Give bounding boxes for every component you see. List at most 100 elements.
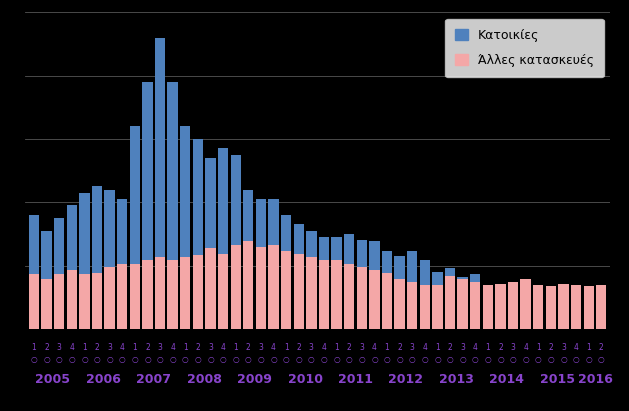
Text: 2016: 2016 bbox=[577, 373, 613, 386]
Text: ○: ○ bbox=[333, 355, 340, 364]
Text: ○: ○ bbox=[459, 355, 466, 364]
Bar bbox=[420, 285, 430, 329]
Text: 4: 4 bbox=[321, 343, 326, 352]
Text: ○: ○ bbox=[56, 355, 62, 364]
Text: ○: ○ bbox=[586, 355, 592, 364]
Text: 4: 4 bbox=[170, 343, 175, 352]
Text: 2: 2 bbox=[196, 343, 200, 352]
Text: ○: ○ bbox=[346, 355, 352, 364]
Bar bbox=[29, 215, 39, 329]
Bar bbox=[407, 282, 418, 329]
Bar bbox=[29, 274, 39, 329]
Text: 1: 1 bbox=[284, 343, 289, 352]
Text: 3: 3 bbox=[359, 343, 364, 352]
Text: 2: 2 bbox=[296, 343, 301, 352]
Text: ○: ○ bbox=[321, 355, 327, 364]
Text: 2: 2 bbox=[145, 343, 150, 352]
Text: 2011: 2011 bbox=[338, 373, 373, 386]
Bar bbox=[382, 251, 392, 329]
Bar bbox=[117, 264, 128, 329]
Text: 3: 3 bbox=[460, 343, 465, 352]
Bar bbox=[92, 273, 102, 329]
Bar bbox=[92, 187, 102, 329]
Text: ○: ○ bbox=[232, 355, 239, 364]
Text: 2: 2 bbox=[599, 343, 604, 352]
Text: 3: 3 bbox=[158, 343, 162, 352]
Text: 3: 3 bbox=[309, 343, 314, 352]
Bar bbox=[231, 155, 241, 329]
Bar bbox=[180, 257, 191, 329]
Text: 1: 1 bbox=[183, 343, 187, 352]
Text: 1: 1 bbox=[435, 343, 440, 352]
Bar bbox=[294, 254, 304, 329]
Bar bbox=[559, 305, 569, 329]
Text: 2: 2 bbox=[498, 343, 503, 352]
Bar bbox=[432, 272, 443, 329]
Text: ○: ○ bbox=[270, 355, 277, 364]
Text: 2012: 2012 bbox=[388, 373, 423, 386]
Bar bbox=[331, 261, 342, 329]
Bar bbox=[357, 240, 367, 329]
Bar bbox=[344, 234, 354, 329]
Bar bbox=[54, 218, 64, 329]
Bar bbox=[432, 285, 443, 329]
Bar bbox=[54, 274, 64, 329]
Bar bbox=[243, 241, 253, 329]
Text: ○: ○ bbox=[560, 355, 567, 364]
Text: ○: ○ bbox=[207, 355, 214, 364]
Bar bbox=[420, 261, 430, 329]
Bar bbox=[180, 126, 191, 329]
Bar bbox=[281, 215, 291, 329]
Text: 2: 2 bbox=[94, 343, 99, 352]
Bar bbox=[407, 251, 418, 329]
Text: 1: 1 bbox=[586, 343, 591, 352]
Bar bbox=[508, 306, 518, 329]
Bar bbox=[142, 261, 153, 329]
Bar bbox=[79, 274, 89, 329]
Bar bbox=[546, 286, 556, 329]
Legend: Κατοικίες, Άλλες κατασκευές: Κατοικίες, Άλλες κατασκευές bbox=[445, 18, 604, 77]
Text: ○: ○ bbox=[447, 355, 454, 364]
Text: 2008: 2008 bbox=[187, 373, 221, 386]
Bar bbox=[559, 284, 569, 329]
Bar bbox=[243, 189, 253, 329]
Text: ○: ○ bbox=[94, 355, 101, 364]
Text: 1: 1 bbox=[486, 343, 490, 352]
Text: 1: 1 bbox=[384, 343, 389, 352]
Bar bbox=[67, 206, 77, 329]
Text: ○: ○ bbox=[283, 355, 289, 364]
Bar bbox=[394, 256, 404, 329]
Text: 3: 3 bbox=[57, 343, 62, 352]
Text: 2009: 2009 bbox=[237, 373, 272, 386]
Bar bbox=[520, 303, 531, 329]
Bar bbox=[482, 303, 493, 329]
Text: 1: 1 bbox=[536, 343, 541, 352]
Bar bbox=[445, 276, 455, 329]
Text: 1: 1 bbox=[233, 343, 238, 352]
Bar bbox=[306, 257, 316, 329]
Text: 2: 2 bbox=[548, 343, 554, 352]
Text: 2010: 2010 bbox=[287, 373, 323, 386]
Bar bbox=[508, 282, 518, 329]
Bar bbox=[344, 263, 354, 329]
Text: ○: ○ bbox=[119, 355, 126, 364]
Text: ○: ○ bbox=[194, 355, 201, 364]
Bar bbox=[130, 264, 140, 329]
Text: 4: 4 bbox=[574, 343, 579, 352]
Bar bbox=[155, 257, 165, 329]
Text: ○: ○ bbox=[106, 355, 113, 364]
Bar bbox=[445, 268, 455, 329]
Text: 2014: 2014 bbox=[489, 373, 524, 386]
Text: ○: ○ bbox=[31, 355, 37, 364]
Bar bbox=[205, 248, 216, 329]
Bar bbox=[382, 273, 392, 329]
Text: ○: ○ bbox=[359, 355, 365, 364]
Text: 3: 3 bbox=[561, 343, 566, 352]
Text: 3: 3 bbox=[511, 343, 516, 352]
Bar bbox=[369, 270, 379, 329]
Bar bbox=[256, 199, 266, 329]
Bar bbox=[331, 237, 342, 329]
Text: ○: ○ bbox=[497, 355, 504, 364]
Text: ○: ○ bbox=[296, 355, 302, 364]
Text: ○: ○ bbox=[371, 355, 377, 364]
